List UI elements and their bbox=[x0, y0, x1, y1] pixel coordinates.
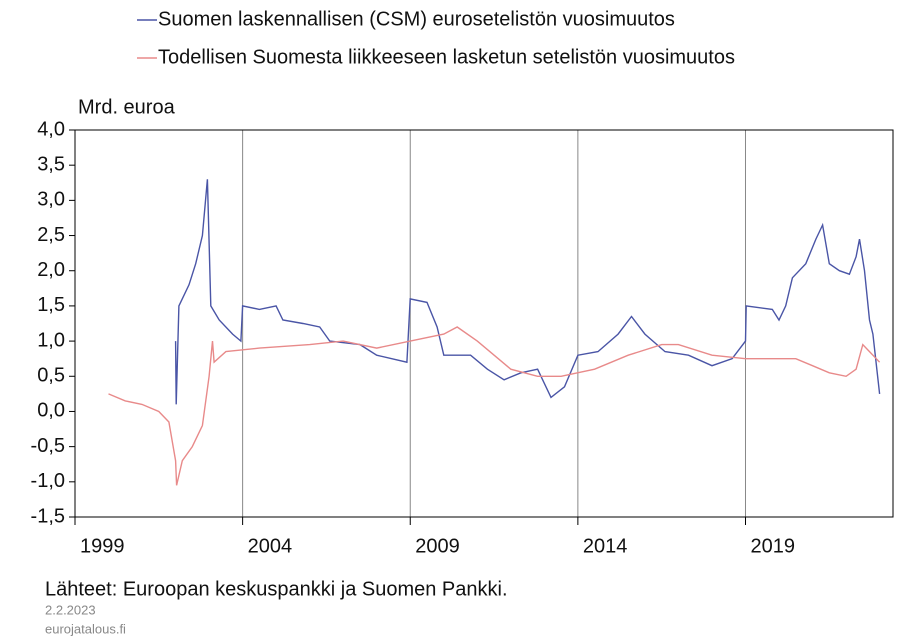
y-tick-label: 3,5 bbox=[37, 153, 65, 175]
y-tick-label: -0,5 bbox=[31, 435, 65, 457]
date: 2.2.2023 bbox=[45, 602, 96, 617]
x-tick-label: 2014 bbox=[583, 535, 628, 557]
source: Lähteet: Euroopan keskuspankki ja Suomen… bbox=[45, 578, 508, 600]
series-line bbox=[108, 326, 881, 486]
legend-label: Suomen laskennallisen (CSM) eurosetelist… bbox=[158, 8, 675, 30]
y-tick-label: 4,0 bbox=[37, 118, 65, 140]
legend-label: Todellisen Suomesta liikkeeseen lasketun… bbox=[158, 46, 735, 68]
y-axis-label: Mrd. euroa bbox=[78, 96, 176, 118]
x-tick-label: 2009 bbox=[415, 535, 460, 557]
plot-frame bbox=[74, 129, 894, 518]
y-tick-label: 1,5 bbox=[37, 294, 65, 316]
y-tick-label: 1,0 bbox=[37, 329, 65, 351]
y-tick-label: 2,0 bbox=[37, 259, 65, 281]
y-tick-label: 0,5 bbox=[37, 365, 65, 387]
series-line bbox=[174, 179, 881, 405]
x-tick-label: 2019 bbox=[750, 535, 795, 557]
site: eurojatalous.fi bbox=[45, 621, 126, 636]
y-tick-label: 2,5 bbox=[37, 224, 65, 246]
y-tick-label: 0,0 bbox=[37, 400, 65, 422]
y-tick-label: -1,5 bbox=[31, 505, 65, 527]
x-tick-label: 1999 bbox=[80, 535, 125, 557]
x-tick-label: 2004 bbox=[248, 535, 293, 557]
y-tick-label: 3,0 bbox=[37, 189, 65, 211]
y-tick-label: -1,0 bbox=[31, 470, 65, 492]
